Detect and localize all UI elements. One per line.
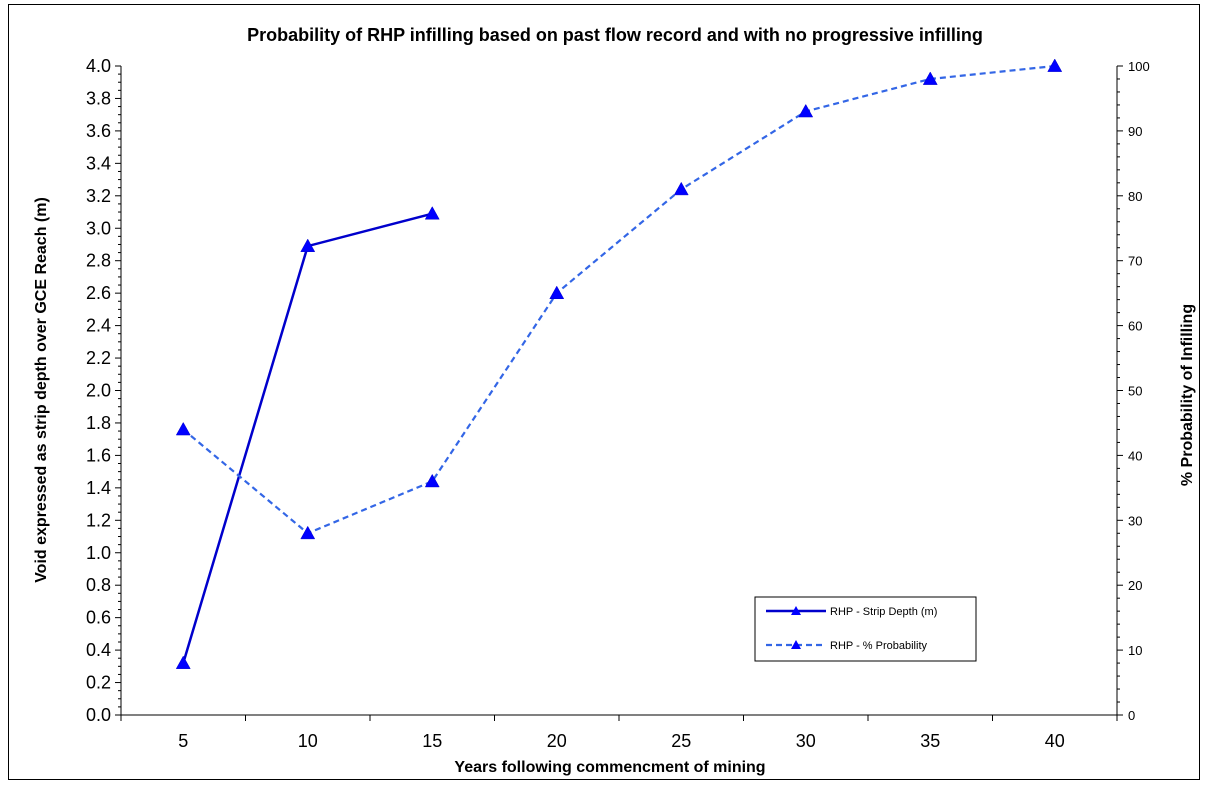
y-tick-label: 2.0	[86, 381, 111, 401]
legend-marker-probability	[791, 640, 801, 649]
y-tick-label: 2.8	[86, 251, 111, 271]
y-tick-label: 1.4	[86, 478, 111, 498]
x-tick-label: 40	[1045, 731, 1065, 751]
y-tick-label: 4.0	[86, 56, 111, 76]
y-tick-label: 0.2	[86, 673, 111, 693]
y-tick-label: 3.8	[86, 88, 111, 108]
y-tick-label: 1.8	[86, 413, 111, 433]
data-point-probability	[424, 473, 440, 488]
legend: RHP - Strip Depth (m) RHP - % Probabilit…	[754, 596, 977, 662]
x-tick-label: 5	[178, 731, 188, 751]
y-axis-title: Void expressed as strip depth over GCE R…	[33, 197, 50, 583]
legend-box	[754, 596, 977, 662]
chart-title: Probability of RHP infilling based on pa…	[247, 25, 983, 45]
data-point-probability	[922, 71, 938, 85]
y-tick-label: 1.6	[86, 445, 111, 465]
data-point-probability	[1047, 58, 1063, 72]
data-point-probability	[549, 285, 565, 299]
y2-tick-label: 0	[1128, 708, 1135, 723]
y2-tick-label: 10	[1128, 643, 1142, 658]
y2-tick-label: 20	[1128, 578, 1142, 593]
x-tick-label: 25	[671, 731, 691, 751]
data-point-probability	[175, 421, 191, 436]
series-line-strip-depth	[182, 212, 433, 664]
y-tick-label: 0.4	[86, 640, 111, 660]
x-axis-title: Years following commencment of mining	[454, 759, 765, 776]
y2-tick-label: 60	[1128, 319, 1142, 334]
data-point-probability	[798, 103, 814, 118]
axes: 0.0 0.2 0.4 0.6 0.8 1.0 1.2 1.4 1.6 1.8 2.0 2.2 2.4 2…	[86, 56, 1150, 751]
x-tick-label: 30	[796, 731, 816, 751]
x-tick-label: 10	[298, 731, 318, 751]
y2-tick-label: 80	[1128, 189, 1142, 204]
chart-frame	[8, 4, 1200, 780]
series-line-probability	[182, 64, 1055, 535]
data-point-probability	[300, 525, 316, 540]
legend-label-strip-depth: RHP - Strip Depth (m)	[830, 606, 937, 618]
y-tick-label: 3.6	[86, 121, 111, 141]
y2-tick-label: 40	[1128, 448, 1142, 463]
y-tick-label: 2.6	[86, 283, 111, 303]
data-point-strip-depth	[175, 655, 191, 669]
y2-tick-label: 70	[1128, 254, 1142, 269]
legend-marker-strip-depth	[791, 606, 801, 615]
data-point-probability	[673, 181, 689, 196]
data-point-strip-depth	[300, 238, 316, 252]
y-tick-label: 1.2	[86, 510, 111, 530]
y2-tick-label: 90	[1128, 124, 1142, 139]
y-tick-label: 3.0	[86, 218, 111, 238]
y-tick-label: 0.0	[86, 705, 111, 725]
x-tick-label: 15	[422, 731, 442, 751]
y-tick-label: 2.4	[86, 316, 111, 336]
y-tick-label: 0.8	[86, 575, 111, 595]
data-point-strip-depth	[424, 206, 440, 220]
x-tick-label: 20	[547, 731, 567, 751]
y-tick-label: 3.4	[86, 153, 111, 173]
y2-tick-label: 50	[1128, 384, 1142, 399]
x-tick-label: 35	[920, 731, 940, 751]
y-tick-label: 1.0	[86, 543, 111, 563]
y-tick-label: 3.2	[86, 186, 111, 206]
y-tick-label: 2.2	[86, 348, 111, 368]
y2-tick-label: 30	[1128, 513, 1142, 528]
y-tick-label: 0.6	[86, 608, 111, 628]
y2-tick-label: 100	[1128, 59, 1150, 74]
y2-axis-title: % Probability of Infilling	[1179, 304, 1196, 486]
legend-label-probability: RHP - % Probability	[830, 640, 927, 652]
